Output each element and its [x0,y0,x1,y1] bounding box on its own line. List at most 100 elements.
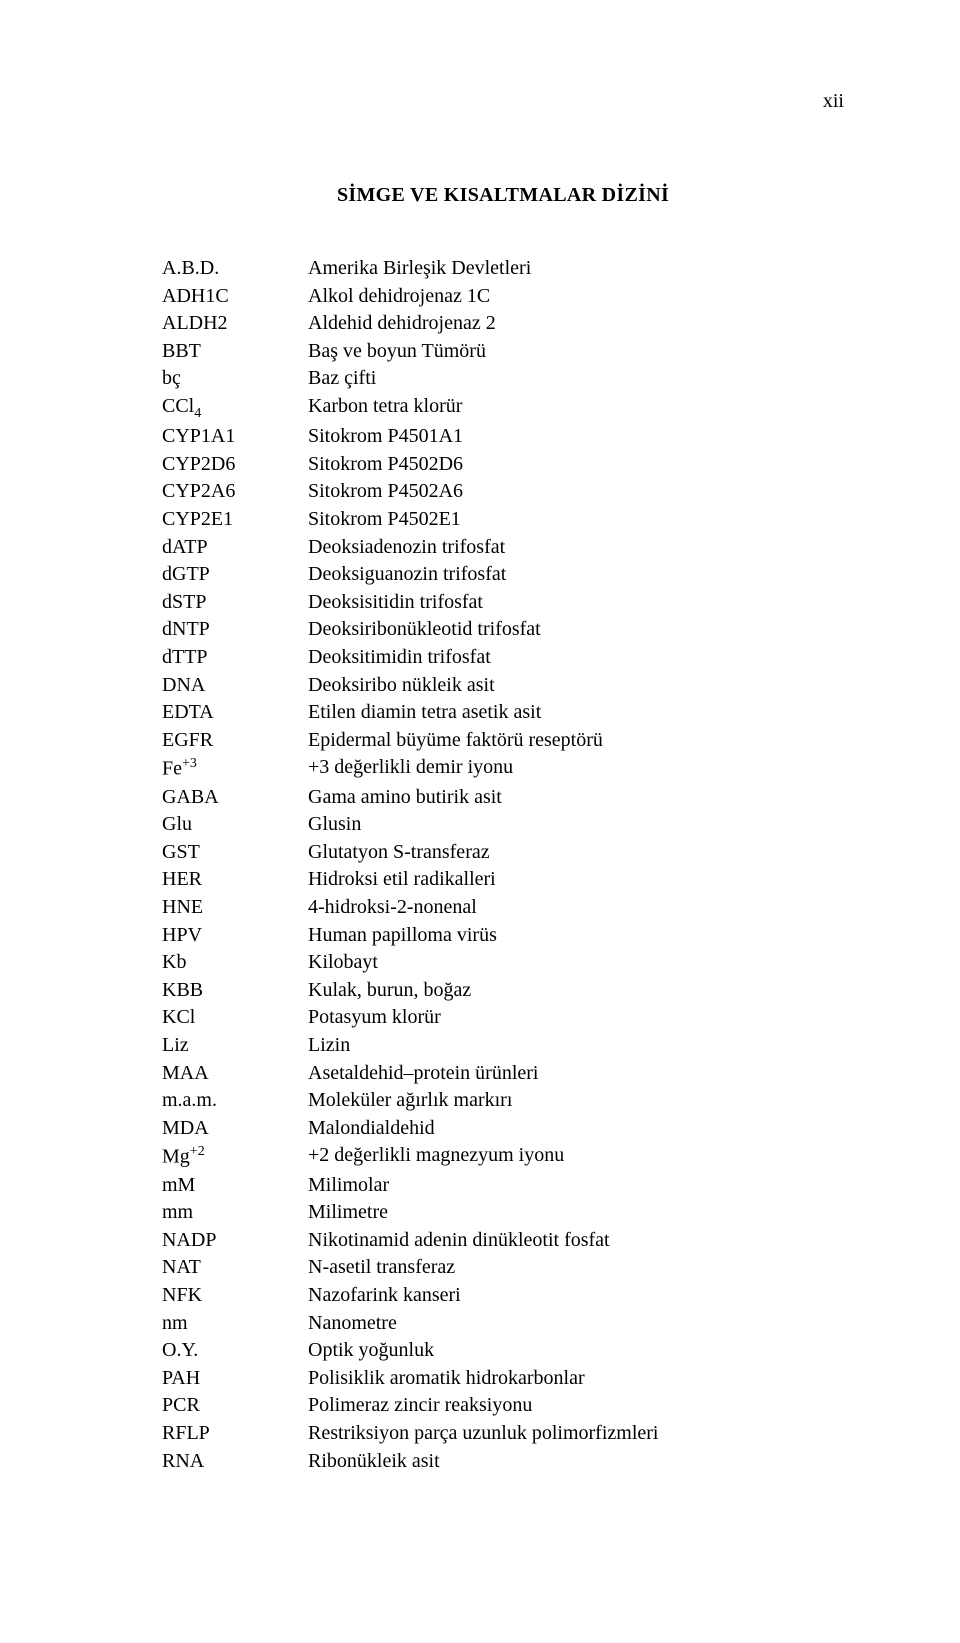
abbreviation: mM [162,1172,308,1200]
abbreviation-subscript: 4 [194,406,201,421]
list-item: LizLizin [162,1032,844,1060]
abbreviation: HPV [162,922,308,950]
abbreviation: Kb [162,949,308,977]
list-item: NFKNazofarink kanseri [162,1282,844,1310]
abbreviation: HNE [162,894,308,922]
list-item: GSTGlutatyon S-transferaz [162,839,844,867]
abbreviation: Glu [162,811,308,839]
definition: Nikotinamid adenin dinükleotit fosfat [308,1227,844,1255]
abbreviation: GABA [162,784,308,812]
definition: Ribonükleik asit [308,1448,844,1476]
abbreviation: dATP [162,534,308,562]
abbreviation: NADP [162,1227,308,1255]
definition: Deoksiguanozin trifosfat [308,561,844,589]
list-item: dGTPDeoksiguanozin trifosfat [162,561,844,589]
abbreviation: DNA [162,672,308,700]
abbreviation: KCl [162,1004,308,1032]
list-item: KBBKulak, burun, boğaz [162,977,844,1005]
abbreviation: CYP2E1 [162,506,308,534]
list-item: KbKilobayt [162,949,844,977]
definition: Polimeraz zincir reaksiyonu [308,1392,844,1420]
definition: +2 değerlikli magnezyum iyonu [308,1142,844,1171]
list-item: PAHPolisiklik aromatik hidrokarbonlar [162,1365,844,1393]
definition: Kulak, burun, boğaz [308,977,844,1005]
abbreviation: CYP2D6 [162,451,308,479]
definition: Aldehid dehidrojenaz 2 [308,310,844,338]
abbreviation-list: A.B.D.Amerika Birleşik DevletleriADH1CAl… [162,255,844,1475]
abbreviation: dTTP [162,644,308,672]
definition: Nazofarink kanseri [308,1282,844,1310]
abbreviation: ADH1C [162,283,308,311]
abbreviation: mm [162,1199,308,1227]
abbreviation: GST [162,839,308,867]
list-item: dNTPDeoksiribonükleotid trifosfat [162,616,844,644]
definition: Milimolar [308,1172,844,1200]
definition: +3 değerlikli demir iyonu [308,754,844,783]
list-item: CYP2E1Sitokrom P4502E1 [162,506,844,534]
definition: 4-hidroksi-2-nonenal [308,894,844,922]
list-item: nmNanometre [162,1310,844,1338]
abbreviation: dNTP [162,616,308,644]
abbreviation: CYP1A1 [162,423,308,451]
list-item: CCl4Karbon tetra klorür [162,393,844,423]
definition: Kilobayt [308,949,844,977]
list-item: DNADeoksiribo nükleik asit [162,672,844,700]
list-item: ADH1CAlkol dehidrojenaz 1C [162,283,844,311]
abbreviation: m.a.m. [162,1087,308,1115]
definition: Potasyum klorür [308,1004,844,1032]
definition: Restriksiyon parça uzunluk polimorfizmle… [308,1420,844,1448]
abbreviation: EGFR [162,727,308,755]
list-item: GABAGama amino butirik asit [162,784,844,812]
list-item: O.Y.Optik yoğunluk [162,1337,844,1365]
list-item: dSTPDeoksisitidin trifosfat [162,589,844,617]
list-item: bçBaz çifti [162,365,844,393]
list-item: HPVHuman papilloma virüs [162,922,844,950]
list-item: m.a.m.Moleküler ağırlık markırı [162,1087,844,1115]
abbreviation: NAT [162,1254,308,1282]
definition: Deoksiribo nükleik asit [308,672,844,700]
list-item: PCRPolimeraz zincir reaksiyonu [162,1392,844,1420]
abbreviation: dSTP [162,589,308,617]
definition: Malondialdehid [308,1115,844,1143]
definition: Milimetre [308,1199,844,1227]
abbreviation: NFK [162,1282,308,1310]
definition: Deoksitimidin trifosfat [308,644,844,672]
definition: Human papilloma virüs [308,922,844,950]
definition: Glusin [308,811,844,839]
definition: Alkol dehidrojenaz 1C [308,283,844,311]
abbreviation: ALDH2 [162,310,308,338]
abbreviation: Liz [162,1032,308,1060]
definition: Sitokrom P4502D6 [308,451,844,479]
definition: Nanometre [308,1310,844,1338]
abbreviation: dGTP [162,561,308,589]
list-item: mmMilimetre [162,1199,844,1227]
definition: Deoksiadenozin trifosfat [308,534,844,562]
list-item: A.B.D.Amerika Birleşik Devletleri [162,255,844,283]
page-number: xii [823,90,844,113]
definition: Hidroksi etil radikalleri [308,866,844,894]
definition: Baş ve boyun Tümörü [308,338,844,366]
abbreviation: RNA [162,1448,308,1476]
abbreviation: KBB [162,977,308,1005]
definition: Deoksiribonükleotid trifosfat [308,616,844,644]
abbreviation: CCl4 [162,393,308,423]
list-item: dTTPDeoksitimidin trifosfat [162,644,844,672]
list-item: MDAMalondialdehid [162,1115,844,1143]
list-item: HNE 4-hidroksi-2-nonenal [162,894,844,922]
definition: Moleküler ağırlık markırı [308,1087,844,1115]
abbreviation: PAH [162,1365,308,1393]
abbreviation: EDTA [162,699,308,727]
definition: Gama amino butirik asit [308,784,844,812]
abbreviation: HER [162,866,308,894]
list-item: RFLPRestriksiyon parça uzunluk polimorfi… [162,1420,844,1448]
list-item: dATPDeoksiadenozin trifosfat [162,534,844,562]
abbreviation: Fe+3 [162,754,308,783]
list-item: HERHidroksi etil radikalleri [162,866,844,894]
abbreviation: Mg+2 [162,1142,308,1171]
list-item: mMMilimolar [162,1172,844,1200]
definition: Optik yoğunluk [308,1337,844,1365]
definition: Glutatyon S-transferaz [308,839,844,867]
list-item: GluGlusin [162,811,844,839]
definition: Lizin [308,1032,844,1060]
list-item: NADPNikotinamid adenin dinükleotit fosfa… [162,1227,844,1255]
